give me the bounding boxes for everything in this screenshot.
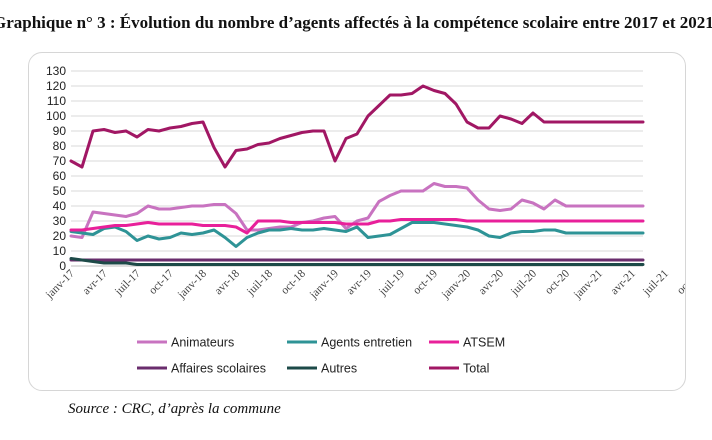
gridlines bbox=[71, 70, 643, 267]
x-axis-ticks: janv-17 avr-17 juil-17 oct-17 janv-18 avr-18 j… bbox=[43, 267, 685, 301]
series-line-autres bbox=[69, 257, 645, 266]
y-tick-label: 70 bbox=[53, 154, 67, 168]
x-tick-label: avr-21 bbox=[609, 267, 639, 297]
x-tick-label: juil-18 bbox=[244, 267, 275, 298]
y-tick-label: 80 bbox=[53, 139, 67, 153]
chart-title-text: Graphique n° 3 : Évolution du nombre d’a… bbox=[0, 13, 712, 32]
series-line-total bbox=[69, 84, 645, 169]
y-tick-label: 120 bbox=[46, 79, 66, 93]
y-tick-label: 0 bbox=[59, 259, 66, 273]
x-tick-label: janv-18 bbox=[175, 267, 209, 301]
series-line-agents-entretien bbox=[69, 221, 645, 248]
x-tick-label: janv-21 bbox=[571, 267, 605, 301]
x-tick-label: juil-20 bbox=[508, 267, 539, 298]
legend: Animateurs Agents entretien ATSEM Affaires … bbox=[137, 336, 505, 376]
x-tick-label: avr-19 bbox=[345, 267, 375, 297]
legend-label: Affaires scolaires bbox=[171, 362, 266, 376]
y-tick-label: 100 bbox=[46, 109, 66, 123]
x-tick-label: avr-20 bbox=[477, 267, 507, 297]
legend-label: Agents entretien bbox=[321, 336, 412, 350]
legend-label: ATSEM bbox=[463, 336, 505, 350]
x-tick-label: avr-17 bbox=[81, 267, 111, 297]
series-lines bbox=[69, 84, 645, 266]
y-tick-label: 10 bbox=[53, 244, 67, 258]
source-note: Source : CRC, d’après la commune bbox=[68, 401, 281, 417]
y-tick-label: 130 bbox=[46, 64, 66, 78]
y-tick-label: 90 bbox=[53, 124, 67, 138]
legend-label: Animateurs bbox=[171, 336, 234, 350]
x-tick-label: oct-20 bbox=[543, 267, 572, 296]
y-tick-label: 50 bbox=[53, 184, 67, 198]
y-tick-label: 60 bbox=[53, 169, 67, 183]
x-tick-label: janv-20 bbox=[439, 267, 473, 301]
x-tick-label: oct-17 bbox=[147, 267, 176, 296]
y-tick-label: 30 bbox=[53, 214, 67, 228]
x-tick-label: avr-18 bbox=[213, 267, 243, 297]
series-line-atsem bbox=[69, 218, 645, 235]
x-tick-label: oct-19 bbox=[411, 267, 440, 296]
chart-frame: 0 10 20 30 40 50 60 70 80 90 100 110 120 130 janv-17 a… bbox=[28, 52, 686, 391]
x-tick-label: juil-17 bbox=[112, 267, 143, 298]
y-tick-label: 20 bbox=[53, 229, 67, 243]
chart-title: Graphique n° 3 : Évolution du nombre d’a… bbox=[0, 13, 712, 37]
series-line-animateurs bbox=[69, 182, 645, 239]
x-tick-label: oct-18 bbox=[279, 267, 308, 296]
x-tick-label: oct-21 bbox=[675, 267, 685, 296]
x-tick-label: janv-19 bbox=[307, 267, 341, 301]
y-tick-label: 110 bbox=[47, 94, 66, 108]
y-tick-label: 40 bbox=[53, 199, 67, 213]
x-tick-label: juil-21 bbox=[640, 267, 671, 298]
legend-label: Total bbox=[463, 362, 489, 376]
x-tick-label: juil-19 bbox=[376, 267, 407, 298]
legend-label: Autres bbox=[321, 362, 357, 376]
